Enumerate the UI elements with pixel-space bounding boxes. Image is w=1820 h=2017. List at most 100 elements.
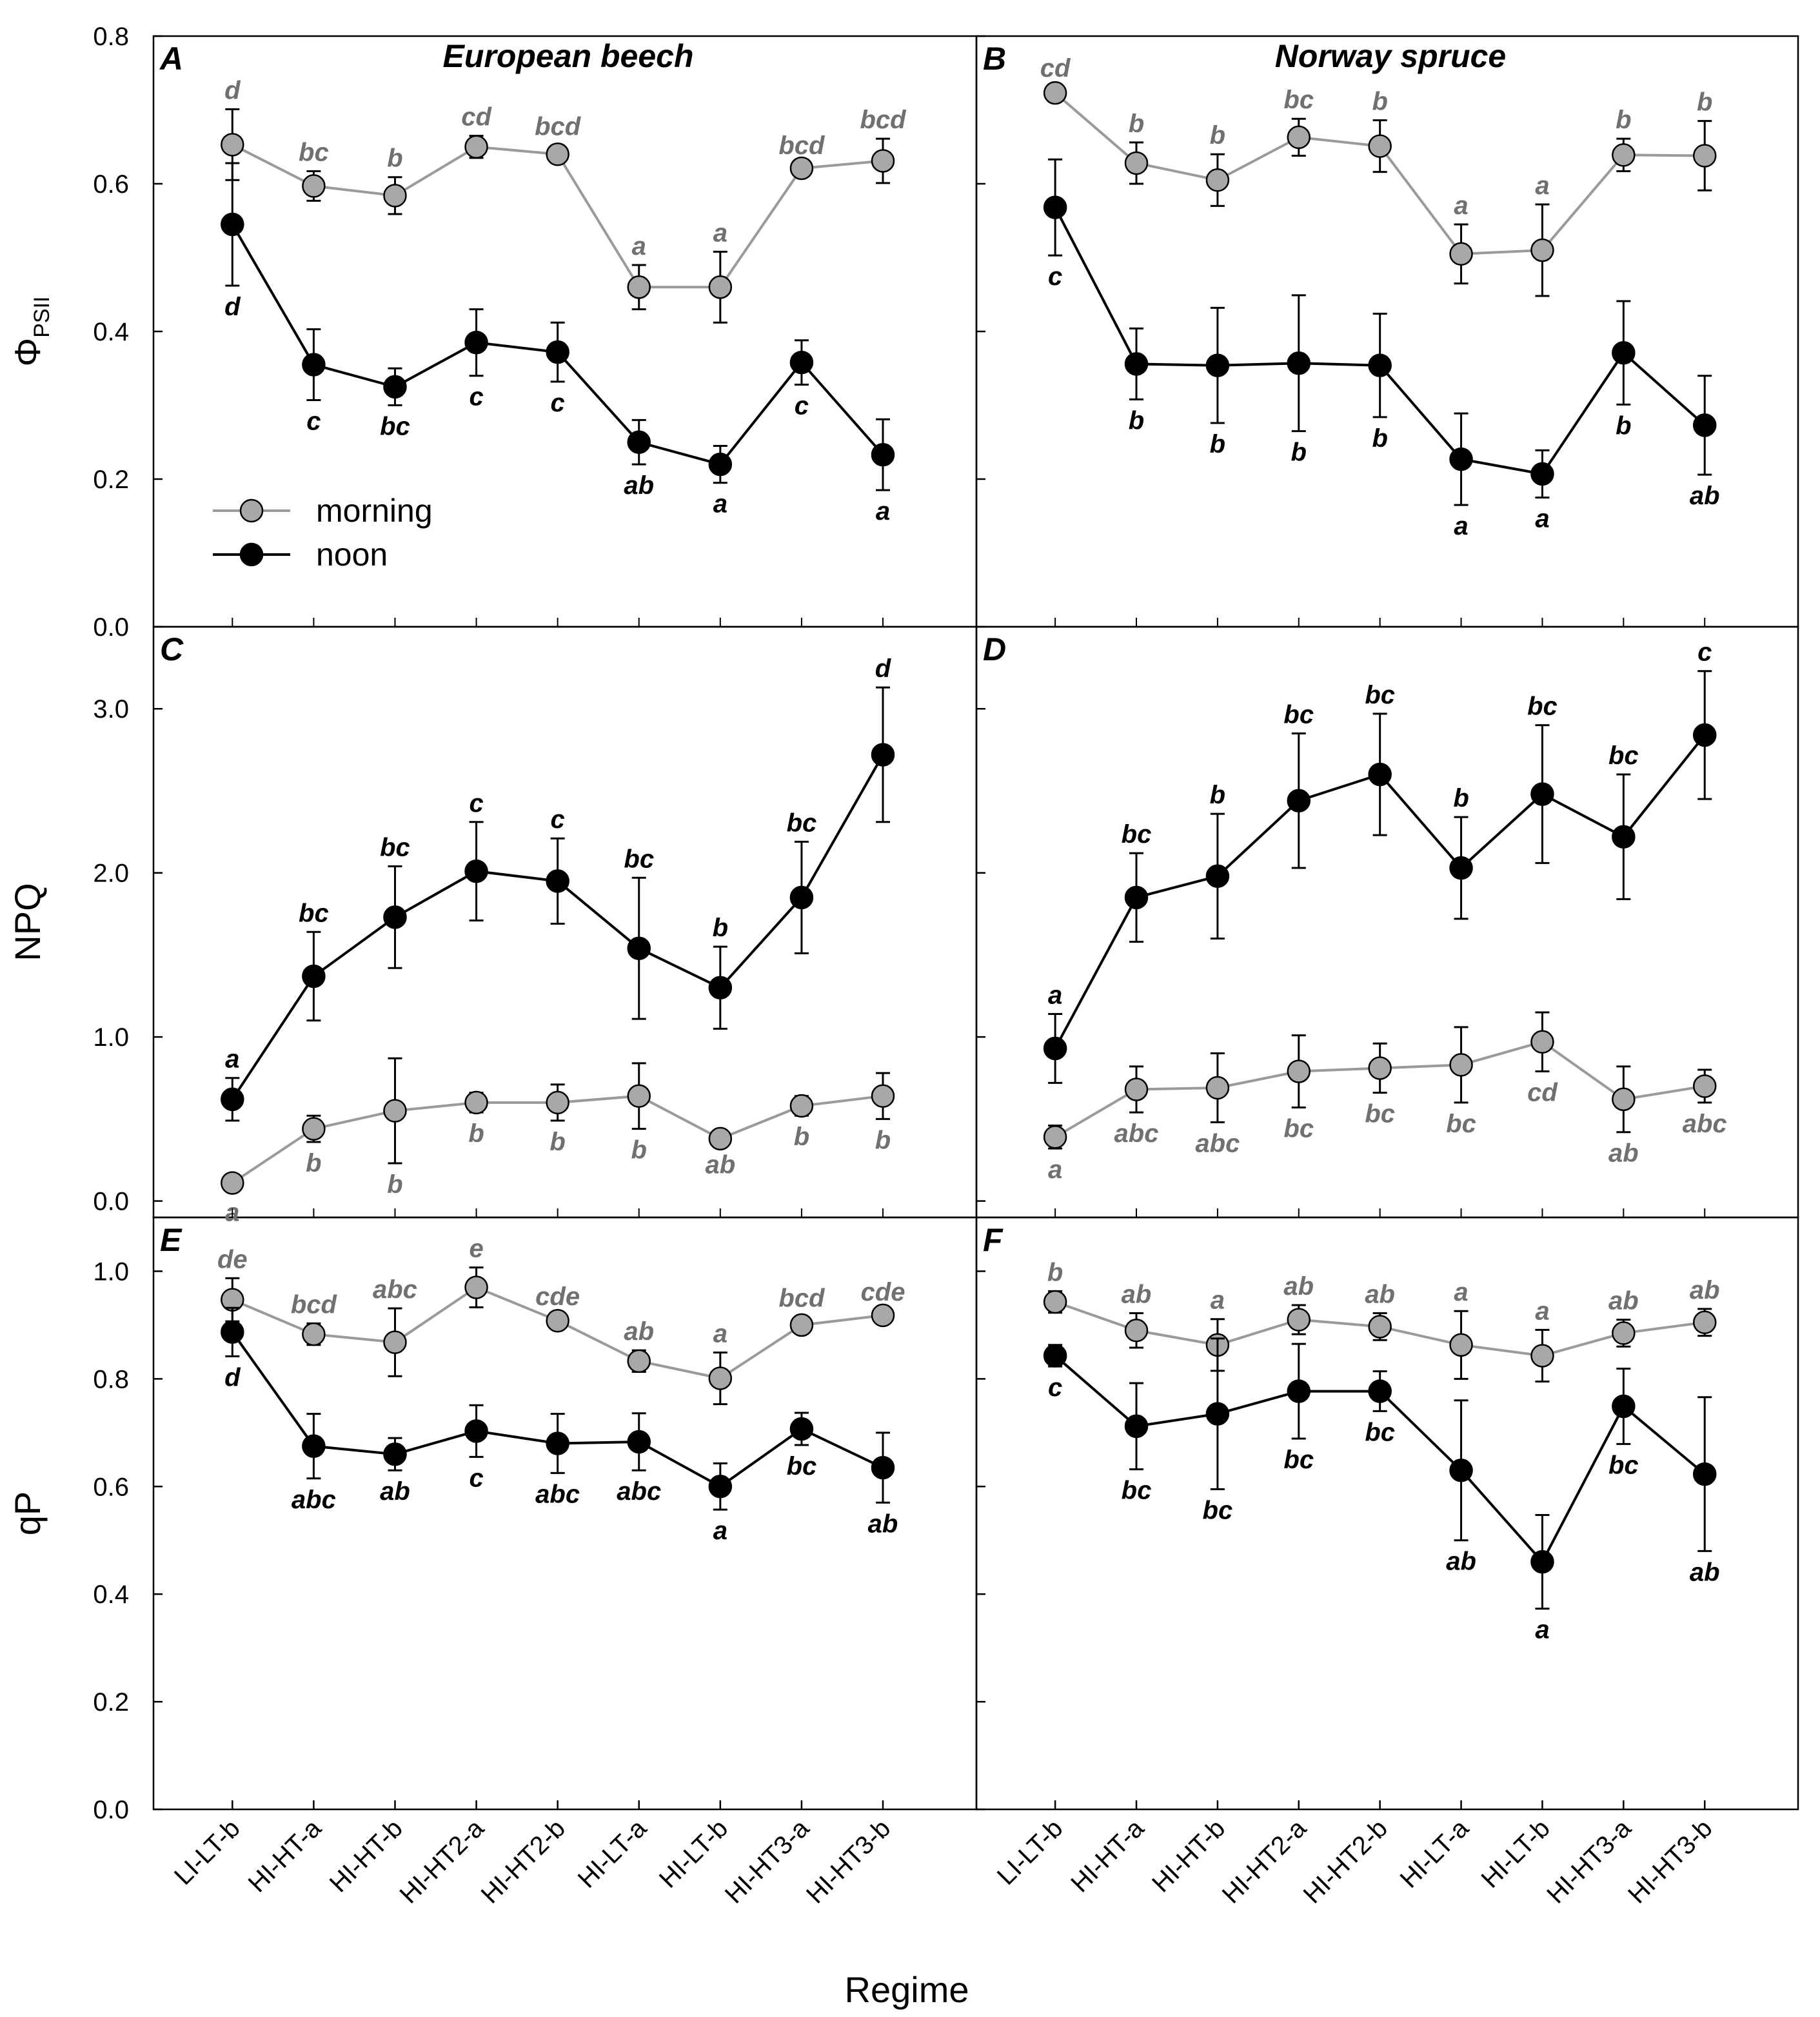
x-tick-label: HI-HT3-b xyxy=(1623,1814,1717,1909)
y-tick-label: 0.2 xyxy=(93,1688,129,1717)
data-point-morning xyxy=(302,1322,326,1346)
data-point-morning xyxy=(464,1090,488,1115)
significance-label: c xyxy=(306,407,321,435)
significance-label: b xyxy=(387,144,402,173)
legend-marker xyxy=(239,498,264,523)
significance-label: bc xyxy=(1446,1110,1476,1138)
data-point-noon xyxy=(1612,1394,1636,1419)
legend: morning noon xyxy=(213,493,433,573)
significance-label: bc xyxy=(380,833,410,861)
x-tick-label: HI-LT-b xyxy=(1476,1814,1556,1893)
data-point-noon xyxy=(1287,789,1311,812)
data-point-noon xyxy=(1043,195,1067,219)
x-tick-label: HI-HT2-a xyxy=(395,1814,490,1909)
significance-label: bc xyxy=(624,845,654,873)
significance-label: ab xyxy=(705,1151,735,1179)
significance-label: c xyxy=(1048,262,1062,291)
significance-label: ab xyxy=(868,1510,898,1538)
y-tick-label: 0.0 xyxy=(93,613,129,642)
significance-label: b xyxy=(1047,1258,1063,1286)
panel-letter: F xyxy=(983,1222,1004,1258)
x-tick-label: HI-HT-a xyxy=(1065,1814,1150,1898)
series-noon: c bc bc bc bc ab a bc ab xyxy=(1043,1337,1720,1644)
data-point-noon xyxy=(302,964,326,989)
series-morning: b ab a ab ab a a ab ab xyxy=(1043,1258,1720,1383)
panel-letter: E xyxy=(160,1222,183,1258)
data-point-morning xyxy=(708,1127,733,1151)
data-point-morning xyxy=(1043,1290,1067,1314)
x-tick-label: HI-HT3-a xyxy=(1541,1814,1637,1909)
data-point-noon xyxy=(546,869,569,893)
significance-label: c xyxy=(469,789,483,818)
series-morning: a abc abc bc bc bc cd ab abc xyxy=(1043,1011,1727,1184)
significance-label: e xyxy=(469,1235,483,1263)
series-line-morning xyxy=(232,143,884,289)
y-tick-label: 0.0 xyxy=(93,1188,129,1216)
data-point-noon xyxy=(1287,1379,1311,1403)
significance-label: cd xyxy=(1040,54,1071,83)
data-point-noon xyxy=(1124,1414,1149,1439)
significance-label: bc xyxy=(1365,1418,1395,1446)
data-point-morning xyxy=(546,1308,569,1333)
significance-label: d xyxy=(875,654,892,683)
panel-frame xyxy=(975,35,1799,628)
significance-label: bc xyxy=(1283,1115,1314,1143)
significance-label: cde xyxy=(535,1283,580,1311)
data-point-morning xyxy=(1692,144,1717,168)
data-point-morning xyxy=(789,156,814,181)
data-point-noon xyxy=(464,1419,488,1443)
data-point-morning xyxy=(1612,1321,1636,1345)
significance-label: ab xyxy=(380,1477,410,1506)
series-noon: a bc b bc bc b bc bc c xyxy=(1043,638,1717,1084)
legend-label: morning xyxy=(316,493,433,529)
data-point-noon xyxy=(1449,1458,1473,1482)
significance-label: bc xyxy=(1365,681,1395,709)
y-axis-title: NPQ xyxy=(7,883,48,961)
data-point-noon xyxy=(1692,413,1717,437)
y-tick-label: 0.8 xyxy=(93,23,129,51)
significance-label: c xyxy=(1048,1373,1062,1402)
data-point-morning xyxy=(871,1303,895,1328)
significance-label: d xyxy=(224,1363,241,1392)
data-point-morning xyxy=(627,1084,651,1108)
significance-label: b xyxy=(1372,88,1387,116)
significance-label: bc xyxy=(1365,1100,1395,1128)
significance-label: de xyxy=(217,1245,248,1274)
data-point-morning xyxy=(1692,1074,1717,1098)
significance-label: c xyxy=(551,805,565,834)
significance-label: b xyxy=(1210,430,1225,458)
data-point-noon xyxy=(871,442,895,467)
significance-label: b xyxy=(875,1126,891,1154)
data-point-morning xyxy=(221,133,244,157)
series-noon: d c bc c c ab a c a xyxy=(221,162,895,526)
significance-label: a xyxy=(1535,505,1549,533)
significance-label: b xyxy=(1210,121,1225,150)
significance-label: ab xyxy=(1283,1272,1314,1301)
data-point-noon xyxy=(1449,447,1473,471)
significance-label: a xyxy=(1048,981,1062,1009)
significance-label: b xyxy=(468,1119,484,1148)
significance-label: d xyxy=(224,293,241,321)
x-tick-label: HI-HT2-a xyxy=(1217,1814,1312,1909)
data-point-morning xyxy=(1287,1308,1311,1332)
data-point-noon xyxy=(221,212,244,237)
data-point-noon xyxy=(708,976,733,1000)
data-point-morning xyxy=(383,1099,407,1123)
panel-title: Norway spruce xyxy=(1275,38,1506,74)
significance-label: bc xyxy=(1608,742,1639,770)
significance-label: ab xyxy=(1690,482,1720,510)
data-point-noon xyxy=(546,1432,569,1455)
data-point-noon xyxy=(464,859,488,883)
data-point-noon xyxy=(221,1087,244,1112)
data-point-noon xyxy=(383,375,407,399)
significance-label: a xyxy=(1211,1286,1225,1315)
significance-label: bc xyxy=(1527,693,1558,721)
significance-label: cd xyxy=(1527,1079,1558,1107)
data-point-morning xyxy=(1530,1344,1554,1368)
data-point-morning xyxy=(383,1330,407,1354)
significance-label: bc xyxy=(1203,1496,1233,1524)
data-point-morning xyxy=(221,1171,244,1195)
data-point-morning xyxy=(302,1117,326,1141)
data-point-morning xyxy=(1449,242,1473,266)
